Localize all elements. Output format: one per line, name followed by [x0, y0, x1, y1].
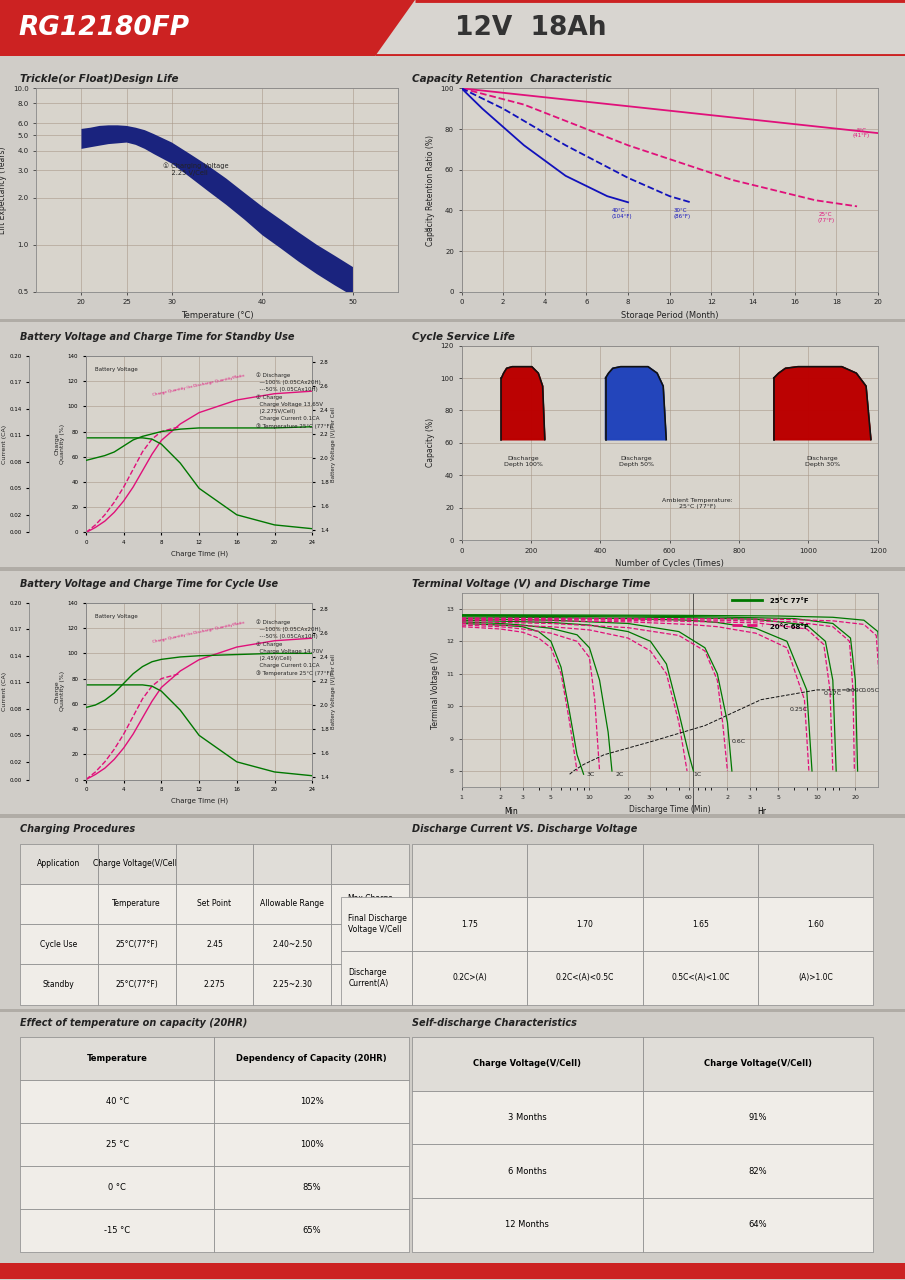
X-axis label: Temperature (°C): Temperature (°C)	[181, 311, 253, 320]
Y-axis label: Charge
Quantity (%): Charge Quantity (%)	[54, 424, 65, 465]
Polygon shape	[501, 366, 545, 439]
Text: Battery Voltage: Battery Voltage	[95, 367, 138, 372]
Text: 5°C
(41°F): 5°C (41°F)	[853, 128, 870, 138]
X-axis label: Number of Cycles (Times): Number of Cycles (Times)	[615, 559, 724, 568]
Text: Discharge
Depth 30%: Discharge Depth 30%	[805, 456, 840, 467]
Text: 1C: 1C	[693, 772, 701, 777]
Text: 3C: 3C	[586, 772, 595, 777]
Y-axis label: Lift Expectancy (Years): Lift Expectancy (Years)	[0, 146, 7, 234]
Text: Discharge
Depth 100%: Discharge Depth 100%	[504, 456, 543, 467]
Text: 12V  18Ah: 12V 18Ah	[455, 15, 606, 41]
Text: Discharge Current VS. Discharge Voltage: Discharge Current VS. Discharge Voltage	[412, 824, 637, 835]
Text: Self-discharge Characteristics: Self-discharge Characteristics	[412, 1018, 576, 1028]
X-axis label: Charge Time (H): Charge Time (H)	[170, 797, 228, 804]
Text: Trickle(or Float)Design Life: Trickle(or Float)Design Life	[20, 74, 178, 84]
Text: Discharge
Depth 50%: Discharge Depth 50%	[618, 456, 653, 467]
Text: Charge Quantity (to Discharge Quantity)Ratio: Charge Quantity (to Discharge Quantity)R…	[152, 621, 244, 644]
Text: 20°C 68°F: 20°C 68°F	[770, 623, 809, 630]
Text: Terminal Voltage (V) and Discharge Time: Terminal Voltage (V) and Discharge Time	[412, 579, 650, 589]
Text: Hr: Hr	[757, 808, 766, 817]
Text: ① Charging Voltage
    2.25 V/Cell: ① Charging Voltage 2.25 V/Cell	[163, 163, 229, 175]
Text: Effect of temperature on capacity (20HR): Effect of temperature on capacity (20HR)	[20, 1018, 247, 1028]
Bar	[0, 0, 905, 56]
Text: ① Discharge
  —100% (0.05CAx20H)
  ---50% (0.05CAx10H)
② Charge
  Charge Voltage: ① Discharge —100% (0.05CAx20H) ---50% (0…	[256, 620, 332, 676]
Y-axis label: Capacity Retention Ratio (%): Capacity Retention Ratio (%)	[426, 134, 435, 246]
Polygon shape	[774, 366, 871, 439]
Text: 25°C 77°F: 25°C 77°F	[770, 598, 809, 604]
Text: Charging Procedures: Charging Procedures	[20, 824, 135, 835]
Text: ① Discharge
  —100% (0.05CAx20H)
  ---50% (0.05CAx10H)
② Charge
  Charge Voltage: ① Discharge —100% (0.05CAx20H) ---50% (0…	[256, 372, 332, 429]
Text: Battery Voltage and Charge Time for Standby Use: Battery Voltage and Charge Time for Stan…	[20, 332, 294, 342]
Text: Charge Quantity (to Discharge Quantity)Ratio: Charge Quantity (to Discharge Quantity)R…	[152, 374, 244, 397]
X-axis label: Charge Time (H): Charge Time (H)	[170, 550, 228, 557]
Y-axis label: Charge
Current (CA): Charge Current (CA)	[0, 672, 6, 710]
Y-axis label: Charge
Quantity (%): Charge Quantity (%)	[54, 671, 65, 712]
Text: Ambient Temperature:
25°C (77°F): Ambient Temperature: 25°C (77°F)	[662, 498, 733, 508]
Text: 0.25C: 0.25C	[790, 707, 808, 712]
Text: 40°C
(104°F): 40°C (104°F)	[612, 209, 632, 219]
Y-axis label: Capacity (%): Capacity (%)	[426, 419, 435, 467]
Text: Battery Voltage and Charge Time for Cycle Use: Battery Voltage and Charge Time for Cycl…	[20, 579, 278, 589]
Polygon shape	[605, 366, 666, 439]
Y-axis label: Charge
Current (CA): Charge Current (CA)	[0, 425, 6, 463]
Text: Battery Voltage: Battery Voltage	[95, 614, 138, 620]
Text: Cycle Service Life: Cycle Service Life	[412, 332, 515, 342]
Text: 0.17C: 0.17C	[824, 691, 842, 696]
Text: 25°C
(77°F): 25°C (77°F)	[817, 212, 834, 223]
Y-axis label: Battery Voltage (V)/Per Cell: Battery Voltage (V)/Per Cell	[331, 654, 337, 728]
Text: Capacity Retention  Characteristic: Capacity Retention Characteristic	[412, 74, 612, 84]
Y-axis label: Battery Voltage (V)/Per Cell: Battery Voltage (V)/Per Cell	[331, 407, 337, 481]
Text: 0.05C: 0.05C	[862, 687, 880, 692]
Text: 30: 30	[424, 228, 431, 233]
Text: 0.09C: 0.09C	[845, 687, 863, 692]
Y-axis label: Terminal Voltage (V): Terminal Voltage (V)	[432, 652, 441, 728]
X-axis label: Discharge Time (Min): Discharge Time (Min)	[629, 805, 710, 814]
Polygon shape	[774, 366, 871, 439]
Polygon shape	[605, 366, 666, 439]
Polygon shape	[501, 366, 545, 439]
Text: 30°C
(86°F): 30°C (86°F)	[674, 209, 691, 219]
Text: RG12180FP: RG12180FP	[18, 15, 189, 41]
X-axis label: Storage Period (Month): Storage Period (Month)	[621, 311, 719, 320]
Text: 0.6C: 0.6C	[732, 740, 746, 745]
Polygon shape	[81, 125, 353, 296]
Polygon shape	[0, 0, 415, 56]
Text: Min: Min	[505, 808, 519, 817]
Text: 2C: 2C	[615, 772, 624, 777]
